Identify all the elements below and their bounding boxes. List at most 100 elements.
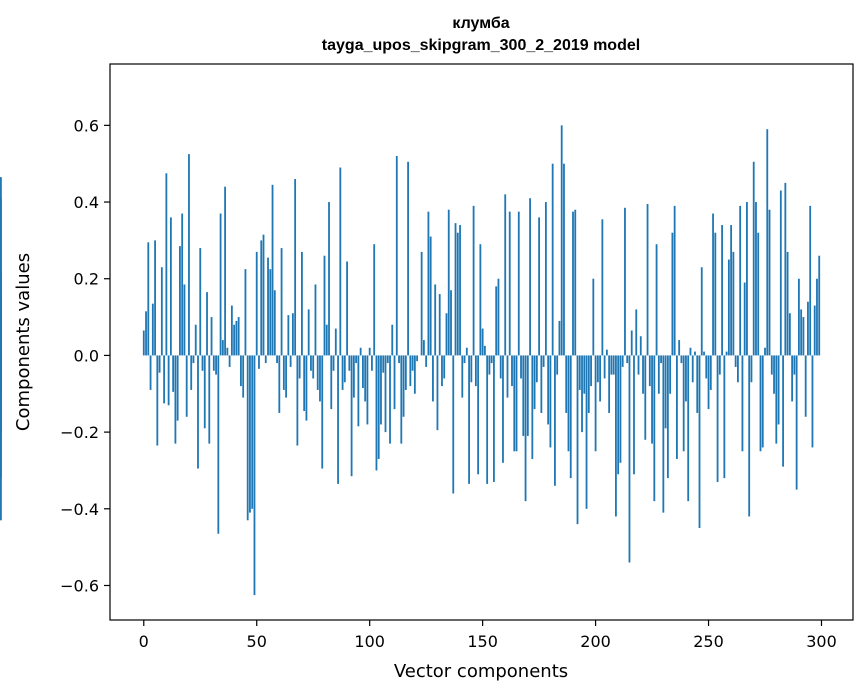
bar-41 (235, 320, 238, 356)
bar-54 (264, 355, 267, 364)
bar-157 (497, 278, 500, 356)
bar-185 (560, 125, 563, 356)
bar-118 (409, 355, 412, 387)
bar-16 (179, 246, 181, 356)
bar-59 (276, 355, 278, 364)
bar-242 (689, 347, 692, 356)
bar-92 (350, 355, 353, 477)
bar-10 (165, 173, 168, 356)
bar-53 (262, 234, 265, 356)
chart-title: клумба (452, 15, 509, 32)
bar-142 (463, 355, 466, 364)
bar-201 (596, 355, 599, 383)
bar-119 (411, 355, 414, 371)
bar-148 (477, 355, 480, 475)
bar-154 (490, 355, 493, 364)
bar-162 (508, 211, 511, 356)
bar-293 (804, 355, 807, 417)
bar-106 (382, 355, 385, 373)
bar-43 (240, 355, 242, 387)
bar-181 (551, 163, 554, 356)
bar-63 (285, 355, 287, 398)
bar-108 (386, 355, 389, 364)
bar-32 (215, 355, 217, 375)
bar-205 (605, 349, 608, 356)
bar-123 (420, 251, 423, 356)
bar-202 (599, 355, 602, 402)
bar-81 (325, 324, 328, 356)
bar-277 (768, 209, 771, 356)
bar-188 (567, 355, 570, 452)
bar-175 (538, 217, 541, 356)
bar-220 (639, 336, 642, 356)
bar-40 (233, 324, 236, 356)
bar-135 (447, 209, 450, 356)
bar-299 (818, 255, 821, 356)
bar-232 (666, 355, 669, 479)
bar-137 (452, 355, 455, 494)
bar-60 (278, 355, 281, 413)
bar-261 (732, 251, 735, 356)
bar-186 (563, 163, 565, 356)
y-tick-label: −0.6 (60, 576, 99, 595)
bar-23 (194, 324, 197, 356)
bar-274 (761, 355, 764, 448)
bar-164 (513, 355, 516, 452)
bar-279 (773, 355, 775, 394)
bar-134 (445, 313, 448, 356)
bar-147 (474, 355, 477, 387)
bar-36 (224, 186, 226, 356)
bar-19 (185, 355, 188, 417)
bar-213 (624, 207, 626, 356)
bar-255 (718, 355, 721, 375)
bar-24 (197, 355, 199, 469)
bar-296 (811, 355, 814, 448)
bar-235 (673, 205, 676, 356)
y-tick-label: −0.4 (60, 500, 99, 519)
bar-11 (167, 355, 170, 406)
bar-203 (601, 219, 604, 356)
x-tick-label: 300 (806, 632, 837, 651)
bar-50 (255, 251, 258, 356)
bar-96 (359, 347, 362, 356)
bar-99 (366, 355, 369, 425)
bar-90 (346, 261, 348, 356)
bar-217 (633, 355, 635, 475)
bar-124 (422, 340, 425, 356)
bar-101 (371, 355, 373, 371)
bar-204 (603, 355, 606, 379)
bar-73 (307, 309, 310, 356)
bar-171 (529, 198, 531, 356)
bar-120 (413, 355, 416, 394)
bar-243 (691, 355, 694, 383)
bar-68 (296, 355, 299, 446)
y-tick-label: −0.2 (60, 423, 99, 442)
bar-259 (727, 259, 730, 356)
bar-197 (587, 355, 590, 413)
bar-114 (400, 355, 403, 444)
bar-38 (228, 355, 231, 367)
bar-246 (698, 355, 701, 528)
bar-7 (158, 355, 161, 373)
bar-172 (531, 355, 534, 459)
bar-287 (791, 355, 794, 402)
bar-208 (612, 355, 615, 375)
bar-174 (535, 355, 538, 383)
bar-116 (404, 355, 407, 390)
bar-45 (244, 269, 247, 356)
bar-250 (707, 355, 710, 410)
bar-209 (615, 355, 617, 517)
bar-265 (741, 355, 744, 452)
bar-256 (721, 225, 723, 356)
bar-289 (795, 355, 798, 490)
bar-21 (190, 355, 193, 390)
bar-1 (145, 311, 147, 356)
bar-75 (312, 355, 315, 379)
bar-146 (472, 205, 475, 356)
bar-199 (592, 278, 595, 356)
bar-239 (682, 355, 685, 452)
bar-191 (574, 209, 577, 356)
bar-126 (427, 211, 430, 356)
x-tick-label: 0 (139, 632, 149, 651)
